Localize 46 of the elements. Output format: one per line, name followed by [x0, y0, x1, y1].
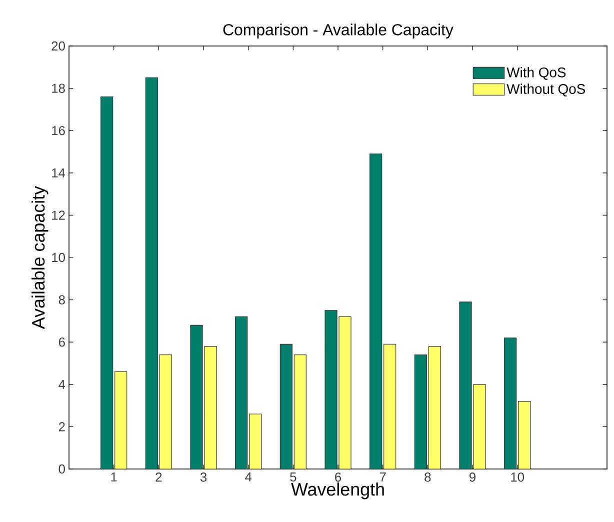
x-tick-label: 2 [156, 472, 162, 482]
y-tick-label: 20 [52, 41, 65, 51]
x-tick-label: 9 [470, 472, 476, 482]
y-tick-label: 2 [58, 422, 65, 432]
y-tick-label: 6 [58, 338, 65, 347]
bar [159, 354, 172, 469]
bar [370, 154, 382, 469]
x-tick-label: 6 [335, 472, 342, 482]
bar [249, 414, 262, 469]
x-tick-label: 4 [245, 472, 252, 482]
bar [518, 401, 531, 469]
bar [384, 344, 396, 469]
bar [414, 354, 427, 469]
bar [204, 346, 217, 469]
y-tick-label: 16 [52, 126, 65, 136]
y-tick-label: 10 [52, 252, 65, 262]
legend-label: Without QoS [506, 84, 586, 96]
bar [504, 338, 517, 469]
x-tick-label: 3 [200, 472, 207, 482]
y-tick-label: 12 [52, 210, 65, 220]
bar [114, 371, 128, 469]
y-tick-label: 4 [58, 380, 66, 389]
bar [190, 324, 203, 469]
bar [324, 310, 338, 469]
y-tick-label: 18 [52, 84, 65, 93]
bar [428, 346, 441, 469]
x-tick-label: 8 [424, 472, 431, 482]
legend-label: With QoS [506, 67, 566, 80]
y-axis-title: Available capacity [32, 186, 48, 330]
bar [145, 77, 158, 469]
y-tick-label: 0 [58, 464, 65, 474]
x-axis-title: Wavelength [291, 482, 384, 500]
bar [100, 96, 114, 469]
x-tick-label: 7 [380, 472, 386, 482]
x-tick-label: 1 [111, 472, 117, 482]
bar [338, 316, 352, 469]
y-tick-label: 14 [52, 168, 66, 178]
chart-title: Comparison - Available Capacity [223, 24, 454, 38]
bar [459, 302, 472, 469]
bar [235, 316, 248, 469]
x-tick-label: 5 [290, 472, 296, 482]
y-tick-label: 8 [58, 295, 65, 304]
bar [294, 354, 306, 469]
x-tick-label: 10 [511, 472, 524, 482]
bar [280, 344, 292, 469]
bar [473, 384, 486, 469]
